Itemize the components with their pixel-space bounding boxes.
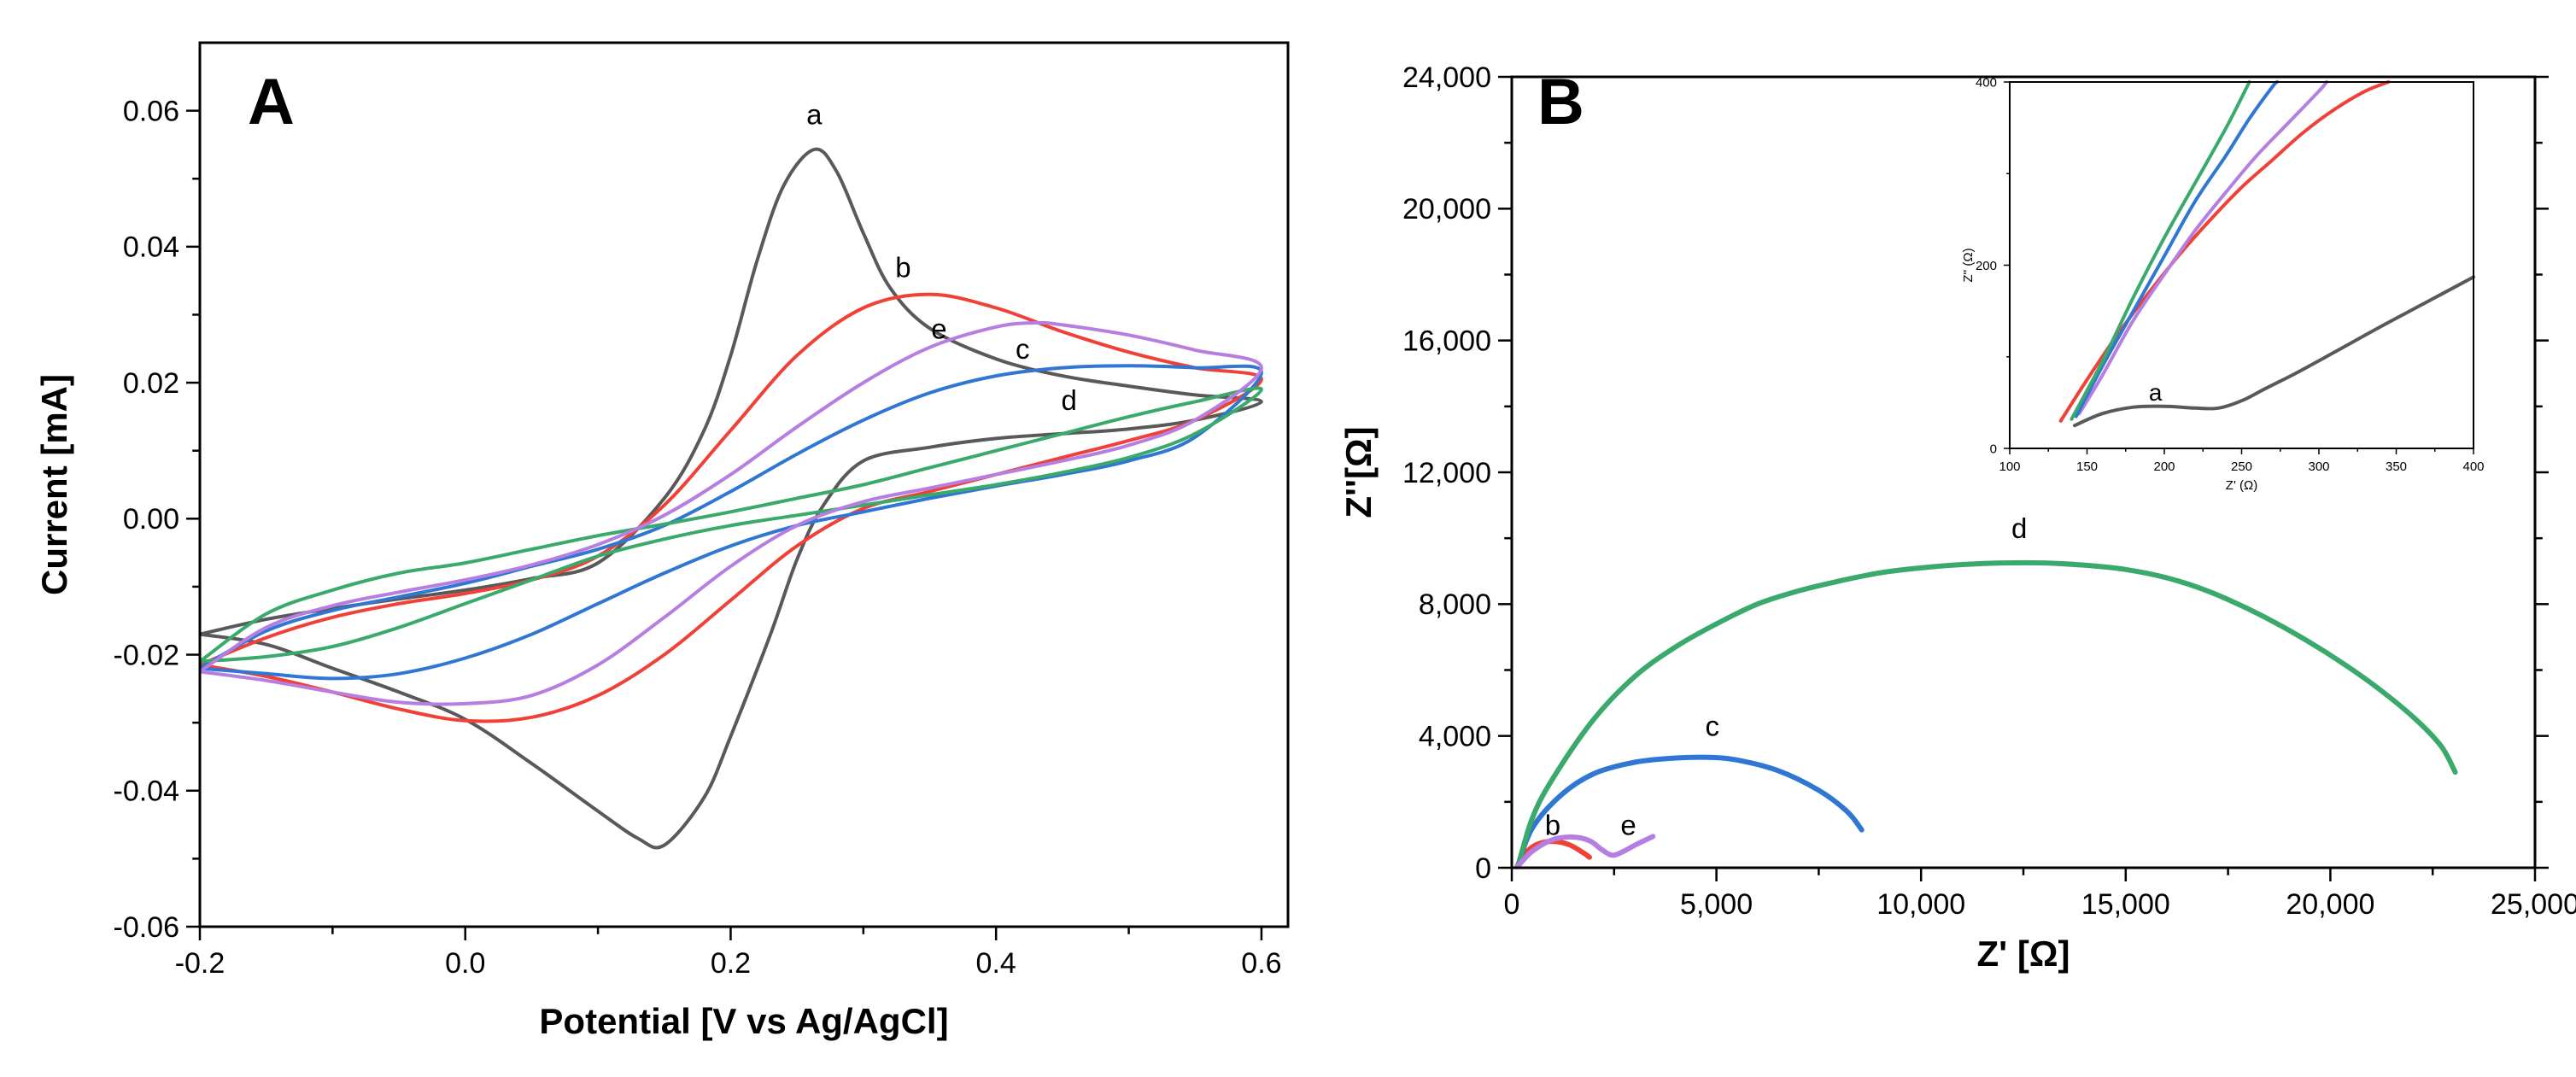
panel-a-y-tick-label: 0.06: [123, 96, 179, 128]
inset-x-tick-label: 350: [2386, 459, 2407, 474]
inset-curve-a: [2073, 275, 2475, 428]
panel-a-y-axis-title: Current [mA]: [34, 374, 74, 595]
nyquist-curve-e: [1514, 834, 1656, 869]
panel-b-x-tick-label: 15,000: [2081, 888, 2170, 921]
panel-b-y-tick-label: 16,000: [1402, 325, 1491, 358]
panel-a-y-tick-label: 0.00: [123, 503, 179, 536]
panel-a-x-tick-label: 0.4: [976, 947, 1016, 980]
cv-curve-label-c: c: [1016, 333, 1030, 365]
nyquist-curve-label-b: b: [1545, 809, 1560, 840]
panel-a-y-tick-label: 0.04: [123, 231, 179, 264]
nyquist-curve-c: [1514, 754, 1865, 869]
panel-b-inset: 100 150 200 250 300 350 400 0 200 400 a Z' (Ω) Z'…: [1961, 75, 2485, 493]
panel-b-x-axis-title: Z' [Ω]: [1977, 934, 2070, 974]
cv-curve-c: [199, 364, 1263, 681]
panel-a-y-tick-label: -0.04: [114, 776, 180, 808]
cv-curve-label-b: b: [895, 252, 910, 284]
panel-b-y-tick-label: 4,000: [1419, 721, 1491, 753]
inset-x-tick-label: 250: [2231, 459, 2252, 474]
inset-y-axis-title: Z'' (Ω): [1961, 248, 1976, 282]
inset-ticks: 100 150 200 250 300 350 400 0 200 400: [1976, 75, 2485, 474]
cv-curve-label-d: d: [1061, 384, 1076, 416]
panel-b-y-tick-label: 12,000: [1402, 457, 1491, 489]
panel-b-label: B: [1537, 66, 1584, 138]
panel-b-x-tick-label: 0: [1504, 888, 1520, 921]
inset-curve-label-a: a: [2149, 379, 2163, 406]
panel-b-y-axis-title: Z''[Ω]: [1338, 426, 1379, 518]
panel-a-curves: [198, 147, 1263, 850]
panel-b-x-tick-label: 20,000: [2286, 888, 2374, 921]
panel-a-x-tick-label: 0.6: [1241, 947, 1281, 980]
inset-y-tick-label: 0: [1990, 442, 1997, 456]
inset-y-tick-label: 200: [1976, 259, 1997, 273]
panel-b-nyquist-plot: 0 5,000 10,000 15,000 20,000 25,000 0 4,000 8,00…: [1338, 61, 2576, 974]
inset-x-tick-label: 400: [2462, 459, 2484, 474]
nyquist-curve-d: [1515, 559, 2458, 869]
inset-curves: [2058, 80, 2475, 428]
panel-a-curve-labels: a b cd e: [806, 99, 1077, 416]
cv-curve-e: [198, 320, 1263, 706]
panel-b-x-tick-label: 5,000: [1680, 888, 1753, 921]
inset-curve-c: [2074, 80, 2280, 419]
panel-a-cyclic-voltammogram: -0.2 0.0 0.2 0.4 0.6 -0.06 -0.04 -0.02 0.00 0.02 0…: [34, 41, 1290, 1041]
panel-a-x-tick-label: -0.2: [175, 947, 225, 980]
cv-curve-label-e: e: [931, 313, 946, 344]
panel-a-y-tick-label: -0.02: [114, 639, 180, 671]
cv-curve-d: [198, 386, 1263, 664]
inset-curve-d: [2070, 80, 2251, 421]
cv-curve-a: [199, 147, 1263, 850]
panel-b-curves: [1514, 559, 2458, 869]
inset-x-tick-label: 150: [2076, 459, 2098, 474]
nyquist-curve-label-e: e: [1620, 809, 1636, 840]
inset-x-tick-label: 200: [2153, 459, 2175, 474]
nyquist-curve-label-d: d: [2011, 512, 2027, 544]
cv-curve-label-a: a: [806, 99, 823, 131]
panel-a-y-tick-label: 0.02: [123, 367, 179, 400]
panel-b-curve-labels: b c d e: [1545, 512, 2028, 840]
panel-b-y-tick-label: 24,000: [1402, 61, 1491, 94]
panel-a-label: A: [248, 66, 295, 138]
panel-a-ticks: -0.2 0.0 0.2 0.4 0.6 -0.06 -0.04 -0.02 0.00 0.02 0…: [114, 96, 1282, 980]
inset-y-tick-label: 400: [1976, 75, 1997, 90]
panel-a-x-axis-title: Potential [V vs Ag/AgCl]: [539, 1001, 948, 1041]
panel-b-x-tick-label: 10,000: [1876, 888, 1965, 921]
panel-b-x-tick-label: 25,000: [2491, 888, 2576, 921]
panel-b-y-tick-label: 8,000: [1419, 588, 1491, 621]
panel-b-y-tick-label: 0: [1475, 852, 1491, 885]
panel-b-y-tick-label: 20,000: [1402, 193, 1491, 225]
panel-a-plot-frame: [198, 41, 1290, 928]
inset-curve-e: [2077, 80, 2329, 416]
panel-b-ticks: 0 5,000 10,000 15,000 20,000 25,000 0 4,000 8,00…: [1402, 61, 2576, 921]
panel-a-x-tick-label: 0.0: [445, 947, 485, 980]
inset-x-axis-title: Z' (Ω): [2226, 478, 2257, 493]
inset-x-tick-label: 300: [2308, 459, 2329, 474]
inset-x-tick-label: 100: [1999, 459, 2020, 474]
panel-a-x-tick-label: 0.2: [711, 947, 751, 980]
panel-a-y-tick-label: -0.06: [114, 911, 180, 944]
panel-b-plot-frame: [1510, 75, 2537, 869]
nyquist-curve-label-c: c: [1706, 711, 1720, 742]
